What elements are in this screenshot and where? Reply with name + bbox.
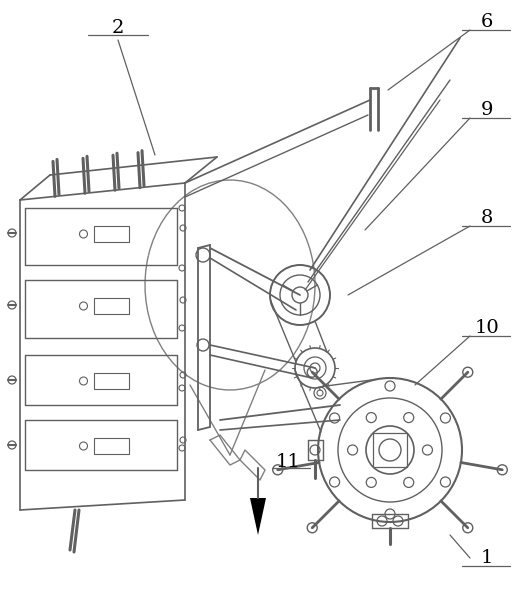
Text: 8: 8 bbox=[481, 209, 493, 227]
Text: 2: 2 bbox=[112, 19, 124, 37]
Text: 11: 11 bbox=[276, 453, 300, 471]
Text: 1: 1 bbox=[481, 549, 493, 567]
Text: 6: 6 bbox=[481, 13, 493, 31]
Text: 10: 10 bbox=[474, 319, 499, 337]
Text: 9: 9 bbox=[481, 101, 493, 119]
Polygon shape bbox=[250, 498, 266, 535]
